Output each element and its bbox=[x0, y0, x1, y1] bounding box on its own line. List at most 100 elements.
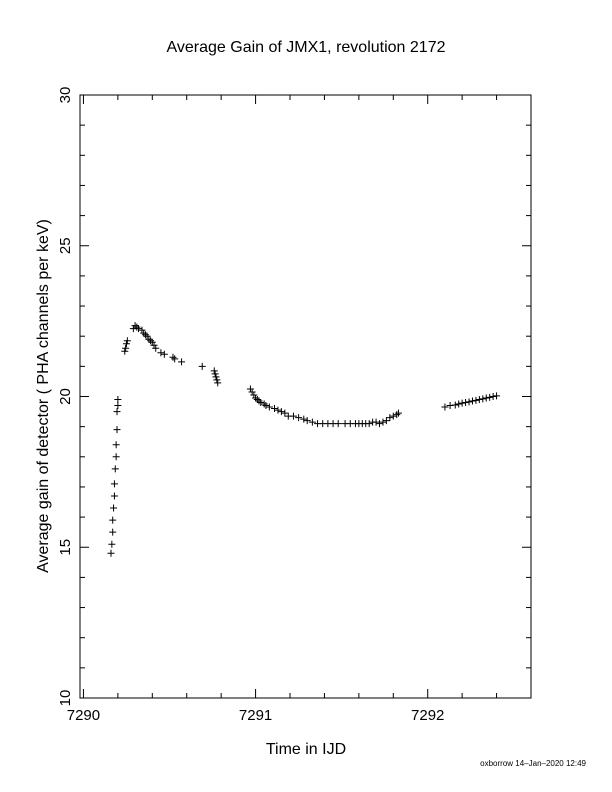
data-point bbox=[376, 420, 384, 428]
data-point bbox=[113, 408, 121, 416]
data-point bbox=[493, 392, 501, 400]
data-point bbox=[265, 403, 273, 411]
data-point bbox=[468, 397, 476, 405]
data-point bbox=[113, 426, 121, 434]
data-point bbox=[111, 465, 119, 473]
x-tick-label: 7291 bbox=[239, 707, 272, 724]
data-point bbox=[109, 528, 117, 536]
data-point bbox=[274, 406, 282, 414]
data-point bbox=[109, 516, 117, 524]
data-point bbox=[262, 402, 270, 410]
data-point bbox=[277, 408, 285, 416]
data-point bbox=[112, 453, 120, 461]
data-point bbox=[212, 373, 220, 381]
data-point bbox=[250, 391, 258, 399]
data-point bbox=[281, 409, 289, 417]
x-tick-label: 7292 bbox=[411, 707, 444, 724]
data-point bbox=[253, 396, 261, 404]
data-point bbox=[271, 405, 279, 413]
data-point bbox=[123, 337, 131, 345]
data-point bbox=[386, 414, 394, 422]
data-point bbox=[214, 379, 222, 387]
data-point bbox=[169, 353, 177, 361]
data-point bbox=[458, 399, 466, 407]
data-point bbox=[441, 403, 449, 411]
data-point bbox=[303, 417, 311, 425]
data-point bbox=[248, 388, 256, 396]
data-point bbox=[486, 393, 494, 401]
data-point bbox=[372, 418, 380, 426]
data-point bbox=[479, 395, 487, 403]
data-point bbox=[255, 397, 263, 405]
data-point bbox=[157, 349, 165, 357]
data-point bbox=[178, 358, 186, 366]
data-point bbox=[122, 344, 130, 352]
data-point bbox=[110, 492, 118, 500]
y-tick-label: 15 bbox=[57, 539, 74, 556]
data-point bbox=[393, 411, 401, 419]
y-tick-label: 10 bbox=[57, 690, 74, 707]
data-points bbox=[107, 322, 501, 557]
data-point bbox=[300, 415, 308, 423]
data-point bbox=[114, 396, 122, 404]
data-point bbox=[394, 409, 402, 417]
x-tick-label: 7290 bbox=[67, 707, 100, 724]
data-point bbox=[114, 402, 122, 410]
data-point bbox=[107, 549, 115, 557]
data-point bbox=[295, 414, 303, 422]
data-point bbox=[246, 385, 254, 393]
y-tick-label: 25 bbox=[57, 237, 74, 254]
tick-labels: 10 15 20 25 30 7290 7291 7292 bbox=[57, 87, 444, 724]
data-point bbox=[308, 418, 316, 426]
data-point bbox=[334, 420, 342, 428]
data-point bbox=[135, 325, 143, 333]
data-point bbox=[289, 412, 297, 420]
data-point bbox=[133, 323, 141, 331]
y-axis-label: Average gain of detector ( PHA channels … bbox=[35, 219, 52, 573]
footer-credit: oxborrow 14–Jan–2020 12:49 bbox=[480, 759, 586, 768]
data-point bbox=[145, 335, 153, 343]
data-point bbox=[150, 341, 158, 349]
chart-title: Average Gain of JMX1, revolution 2172 bbox=[167, 39, 446, 56]
data-point bbox=[446, 402, 454, 410]
data-point bbox=[122, 340, 130, 348]
y-tick-label: 30 bbox=[57, 87, 74, 104]
data-point bbox=[121, 347, 129, 355]
data-point bbox=[141, 331, 149, 339]
data-point bbox=[140, 329, 148, 337]
data-point bbox=[455, 400, 463, 408]
data-point bbox=[489, 393, 497, 400]
data-point bbox=[465, 398, 473, 406]
data-point bbox=[160, 350, 168, 358]
data-point bbox=[171, 355, 179, 363]
data-point bbox=[382, 417, 390, 425]
plot-frame bbox=[79, 94, 532, 699]
data-point bbox=[252, 394, 260, 402]
data-point bbox=[108, 540, 116, 548]
x-axis-label: Time in IJD bbox=[266, 741, 346, 758]
data-point bbox=[112, 441, 120, 449]
data-point bbox=[210, 367, 218, 375]
data-point bbox=[260, 400, 268, 408]
data-point bbox=[365, 420, 373, 428]
data-point bbox=[482, 394, 490, 402]
data-point bbox=[138, 326, 146, 334]
data-point bbox=[148, 338, 156, 346]
data-point bbox=[257, 399, 265, 407]
data-point bbox=[211, 370, 219, 378]
data-point bbox=[198, 362, 206, 370]
data-point bbox=[472, 396, 480, 404]
data-point bbox=[213, 376, 221, 384]
data-point bbox=[110, 480, 118, 488]
data-point bbox=[143, 332, 151, 340]
data-point bbox=[131, 322, 139, 330]
data-point bbox=[379, 418, 387, 426]
data-point bbox=[462, 399, 470, 407]
data-point bbox=[451, 401, 459, 409]
data-point bbox=[152, 344, 160, 352]
axis-ticks bbox=[80, 94, 532, 699]
data-point bbox=[110, 504, 118, 512]
data-point bbox=[147, 337, 155, 345]
data-point bbox=[389, 412, 397, 420]
